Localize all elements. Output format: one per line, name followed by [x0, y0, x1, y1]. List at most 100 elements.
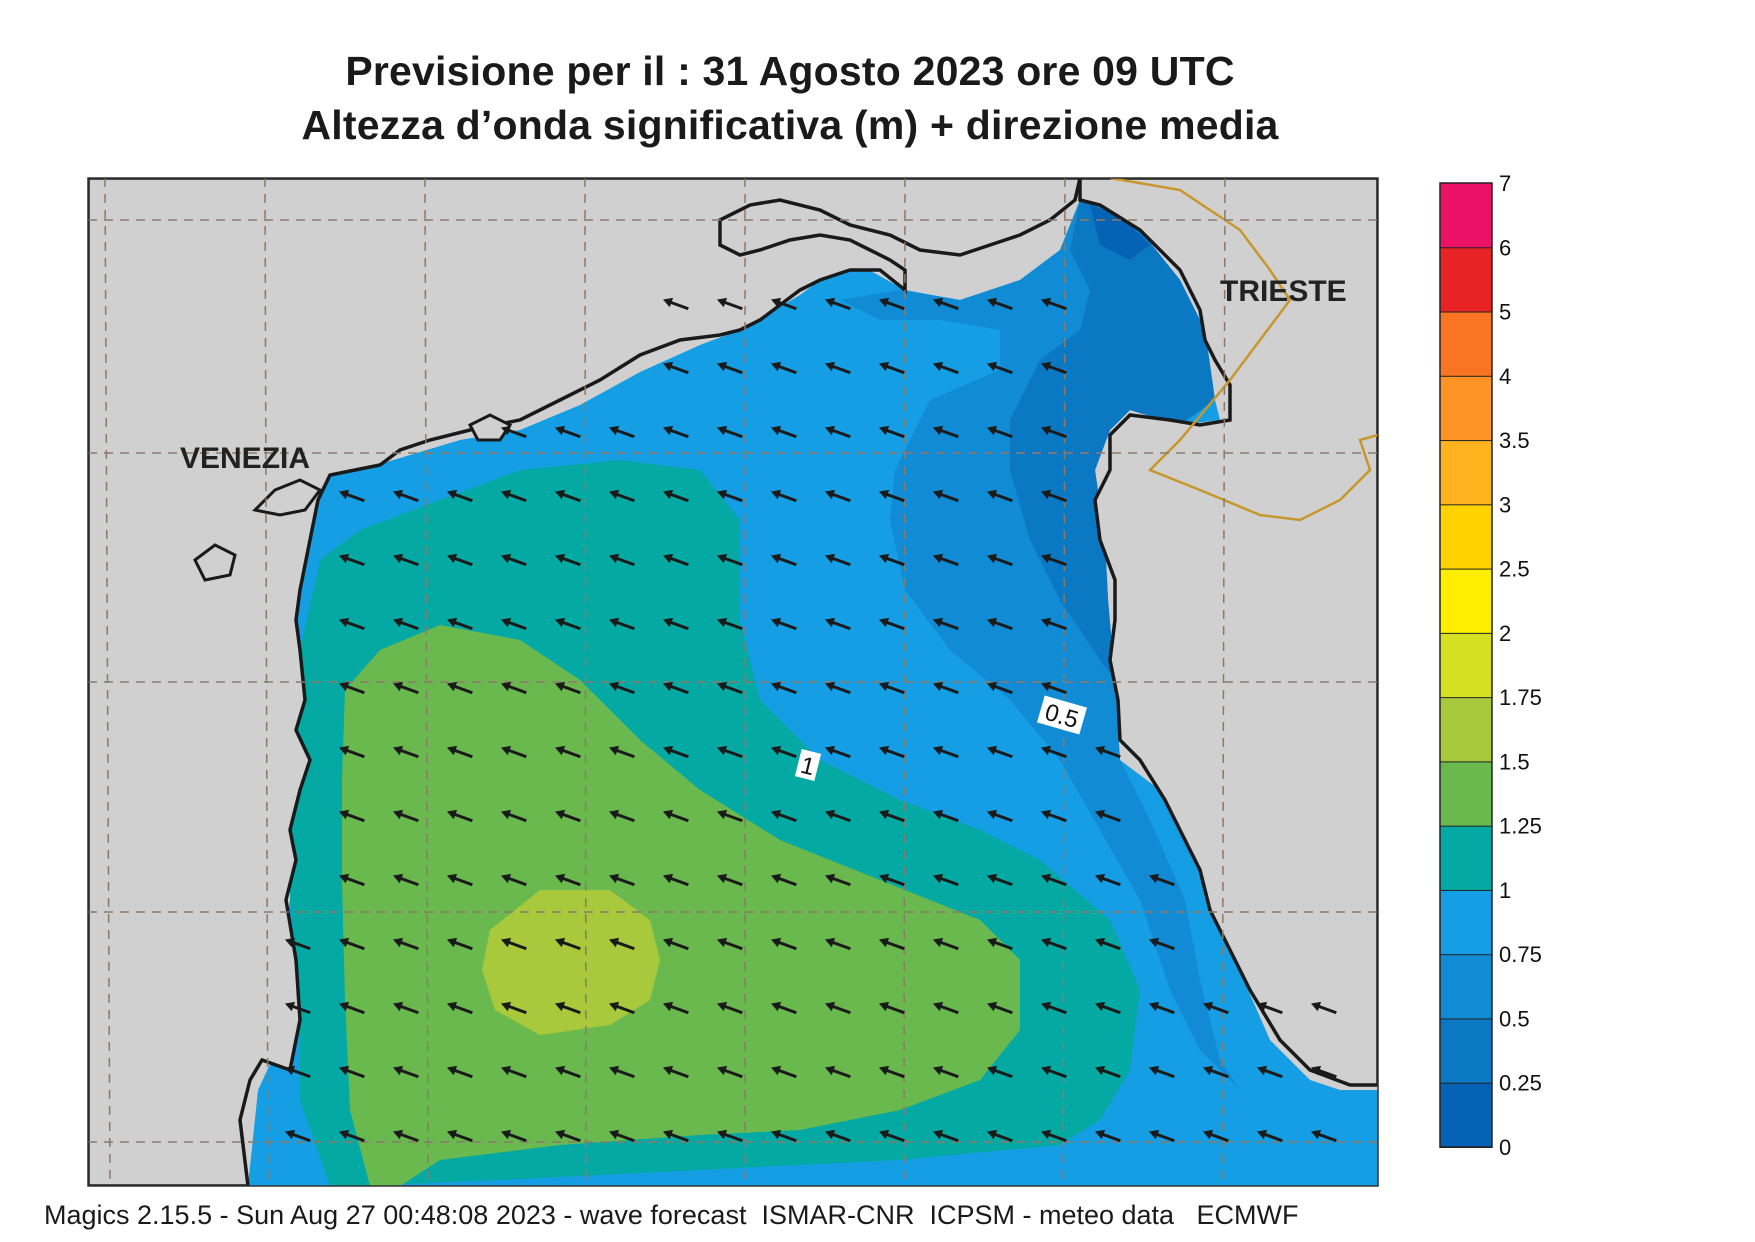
- wave-arrow: [770, 361, 797, 375]
- wave-arrow: [986, 937, 1013, 951]
- wave-arrow: [770, 681, 797, 695]
- lagoon-island: [251, 478, 323, 517]
- lagoon-island: [467, 413, 513, 442]
- wave-arrow: [392, 681, 419, 695]
- wave-arrow: [1040, 617, 1067, 631]
- legend-color-box: [1439, 246, 1493, 313]
- wave-arrow: [770, 1065, 797, 1079]
- wave-arrow: [446, 809, 473, 823]
- italian-coast: [88, 178, 1082, 1186]
- legend-color-box: [1439, 311, 1493, 377]
- wave-arrow: [986, 873, 1013, 887]
- wave-arrow: [878, 297, 905, 311]
- wave-arrow: [608, 425, 635, 439]
- wave-arrow: [824, 553, 851, 567]
- wave-arrow: [338, 745, 365, 759]
- wave-arrow: [1040, 553, 1067, 567]
- wave-arrow: [932, 489, 959, 503]
- legend-tick-label: 2.5: [1499, 557, 1530, 582]
- legend-tick-label: 0.5: [1499, 1006, 1530, 1031]
- wave-arrow: [608, 553, 635, 567]
- legend-color-box: [1439, 439, 1493, 506]
- legend-tick-label: 0.25: [1499, 1071, 1542, 1096]
- wave-arrow: [824, 937, 851, 951]
- wave-arrow: [716, 745, 743, 759]
- wave-zone-0: [1090, 205, 1150, 260]
- wave-arrow: [878, 937, 905, 951]
- wave-arrow: [338, 1129, 365, 1143]
- wave-arrow: [1310, 1001, 1337, 1015]
- wave-arrow: [338, 681, 365, 695]
- wave-arrow: [554, 489, 581, 503]
- wave-arrow: [608, 1065, 635, 1079]
- wave-arrow: [608, 489, 635, 503]
- legend-tick-label: 3: [1499, 492, 1511, 517]
- legend-tick-label: 2: [1499, 621, 1511, 646]
- wave-arrow: [716, 361, 743, 375]
- wave-arrow: [662, 297, 689, 311]
- wave-arrow: [662, 745, 689, 759]
- wave-arrow: [824, 745, 851, 759]
- wave-arrow: [392, 809, 419, 823]
- wave-arrow: [662, 809, 689, 823]
- wave-arrow: [932, 873, 959, 887]
- lagoon-island: [193, 543, 237, 582]
- wave-arrow: [1094, 809, 1121, 823]
- wave-arrow: [986, 361, 1013, 375]
- wave-arrow: [662, 361, 689, 375]
- wave-arrow: [1202, 1001, 1229, 1015]
- wave-arrow: [392, 1065, 419, 1079]
- wave-arrow: [338, 1001, 365, 1015]
- wave-arrow: [1094, 1065, 1121, 1079]
- wave-arrow: [554, 873, 581, 887]
- wave-arrow: [878, 1129, 905, 1143]
- wave-arrow: [770, 297, 797, 311]
- wave-arrow: [986, 1001, 1013, 1015]
- wave-arrow: [986, 809, 1013, 823]
- wave-arrow: [824, 1065, 851, 1079]
- wave-arrow: [878, 553, 905, 567]
- wave-arrow: [446, 937, 473, 951]
- legend-tick-label: 1.25: [1499, 814, 1542, 839]
- wave-arrow: [446, 745, 473, 759]
- wave-arrow: [1040, 425, 1067, 439]
- wave-arrow: [716, 681, 743, 695]
- wave-arrow: [1040, 937, 1067, 951]
- wave-arrow: [500, 1065, 527, 1079]
- wave-arrow: [1040, 809, 1067, 823]
- wave-direction-arrows: [284, 297, 1337, 1143]
- wave-arrow: [446, 1129, 473, 1143]
- wave-arrow: [338, 873, 365, 887]
- legend-color-box: [1439, 953, 1493, 1020]
- contour-label-1: 1: [794, 748, 822, 781]
- wave-arrow: [770, 489, 797, 503]
- wave-arrow: [1040, 1001, 1067, 1015]
- wave-arrow: [1148, 873, 1175, 887]
- wave-arrow: [1202, 1129, 1229, 1143]
- wave-zone-1.5: [482, 890, 660, 1035]
- wave-arrow: [716, 937, 743, 951]
- wave-arrow: [770, 873, 797, 887]
- wave-arrow: [608, 745, 635, 759]
- legend-color-box: [1439, 825, 1493, 891]
- wave-arrow: [662, 553, 689, 567]
- wave-arrow: [554, 425, 581, 439]
- wave-arrow: [824, 425, 851, 439]
- wave-arrow: [1040, 361, 1067, 375]
- wave-arrow: [1148, 1129, 1175, 1143]
- legend-color-box: [1439, 503, 1493, 570]
- wave-arrow: [986, 425, 1013, 439]
- wave-arrow: [986, 1129, 1013, 1143]
- wave-arrow: [716, 489, 743, 503]
- legend-color-box: [1439, 760, 1493, 827]
- wave-arrow: [986, 617, 1013, 631]
- wave-arrow: [986, 553, 1013, 567]
- wave-arrow: [986, 297, 1013, 311]
- wave-arrow: [932, 1129, 959, 1143]
- wave-arrow: [824, 1001, 851, 1015]
- wave-arrow: [986, 1065, 1013, 1079]
- national-border: [1109, 178, 1378, 522]
- wave-arrow: [716, 1129, 743, 1143]
- legend-color-box: [1439, 696, 1493, 763]
